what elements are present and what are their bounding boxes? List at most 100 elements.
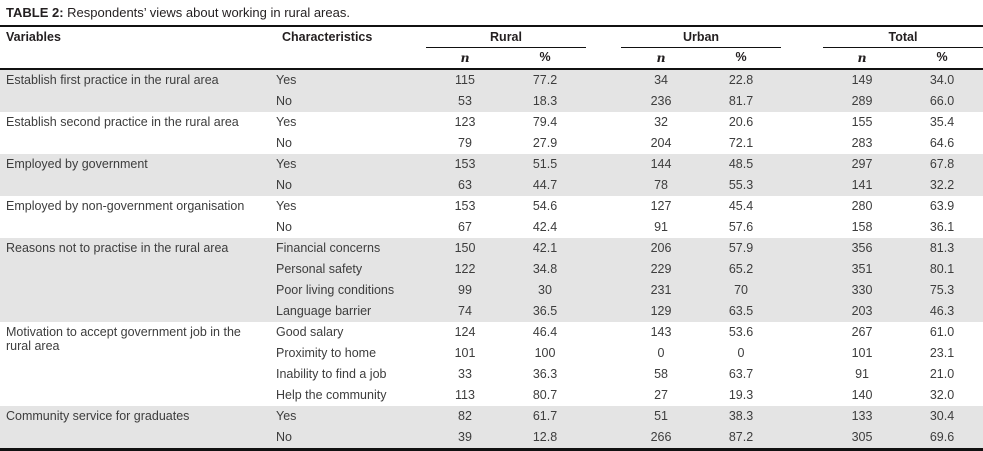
rural-n-cell: 63 (426, 174, 504, 196)
total-pct-cell: 69.6 (901, 426, 983, 450)
urban-pct-cell: 70 (701, 279, 782, 301)
spacer-cell (586, 258, 622, 280)
spacer-cell (781, 153, 824, 175)
rural-n-cell: 123 (454, 114, 476, 129)
urban-n-cell: 78 (621, 174, 702, 196)
characteristic-cell: Good salary (276, 324, 344, 339)
table-row: Community service for graduates Yes 82 6… (0, 405, 983, 450)
spacer-cell (586, 133, 621, 154)
rural-pct-cell: 34.8 (504, 258, 587, 280)
spacer-cell (586, 322, 621, 343)
characteristic-cell: Yes (276, 114, 297, 129)
subheader-rural-pct: % (504, 47, 587, 70)
rural-pct-cell: 77.2 (504, 68, 587, 91)
urban-pct-cell: 55.3 (701, 174, 782, 196)
rural-pct-cell: 54.6 (532, 198, 558, 213)
urban-n-cell: 51 (621, 405, 702, 427)
urban-pct-cell: 20.6 (728, 114, 754, 129)
table-row: Language barrier 74 36.5 129 63.5 203 46… (0, 300, 983, 322)
header-spacer (781, 25, 824, 70)
respondents-views-table: Variables Characteristics Rural Urban To… (0, 24, 983, 451)
characteristic-cell: No (276, 426, 426, 450)
total-n-cell: 289 (823, 90, 902, 112)
total-n-cell: 330 (823, 279, 902, 301)
total-n-cell: 140 (851, 387, 873, 402)
total-n-cell: 141 (823, 174, 902, 196)
characteristic-cell: Yes (276, 153, 426, 175)
urban-n-cell: 127 (650, 198, 672, 213)
total-n-cell: 91 (855, 366, 869, 381)
urban-n-cell: 91 (654, 219, 668, 234)
total-pct-cell: 67.8 (901, 153, 983, 175)
urban-n-cell: 229 (621, 258, 702, 280)
total-n-cell: 267 (851, 324, 873, 339)
column-group-urban: Urban (621, 25, 782, 48)
total-pct-cell: 35.4 (929, 114, 955, 129)
table-row: No 79 27.9 204 72.1 283 64.6 (0, 133, 983, 154)
spacer-cell (586, 217, 621, 238)
variable-cell: Establish first practice in the rural ar… (0, 68, 276, 112)
characteristic-cell: Proximity to home (276, 345, 377, 360)
table-row: Reasons not to practise in the rural are… (0, 237, 983, 322)
total-pct-cell: 32.2 (901, 174, 983, 196)
total-pct-cell: 46.3 (901, 300, 983, 322)
total-pct-cell: 34.0 (901, 68, 983, 91)
spacer-cell (781, 426, 824, 450)
header-group-row: Variables Characteristics Rural Urban To… (0, 25, 983, 70)
spacer-cell (781, 237, 824, 259)
total-n-cell: 283 (851, 135, 873, 150)
rural-pct-cell: 27.9 (532, 135, 558, 150)
urban-pct-cell: 48.5 (701, 153, 782, 175)
urban-n-cell: 58 (654, 366, 668, 381)
column-header-characteristics: Characteristics (276, 25, 426, 70)
characteristic-cell: Yes (276, 405, 426, 427)
variable-cell: Motivation to accept government job in t… (6, 324, 241, 354)
characteristic-cell: Yes (276, 198, 297, 213)
table-row: No 53 18.3 236 81.7 289 66.0 (0, 90, 983, 112)
total-n-cell: 203 (823, 300, 902, 322)
spacer-cell (781, 364, 823, 385)
spacer-cell (586, 279, 622, 301)
rural-n-cell: 101 (454, 345, 476, 360)
total-pct-cell: 81.3 (901, 237, 983, 259)
spacer-cell (781, 90, 824, 112)
rural-n-cell: 74 (426, 300, 504, 322)
characteristic-cell: Yes (276, 68, 426, 91)
characteristic-cell: Help the community (276, 387, 387, 402)
urban-pct-cell: 65.2 (701, 258, 782, 280)
total-n-cell: 158 (851, 219, 873, 234)
header-spacer (586, 25, 622, 70)
total-pct-cell: 30.4 (901, 405, 983, 427)
spacer-cell (586, 364, 621, 385)
urban-n-cell: 34 (621, 68, 702, 91)
spacer-cell (586, 90, 622, 112)
table-row: Personal safety 122 34.8 229 65.2 351 80… (0, 258, 983, 280)
rural-n-cell: 79 (458, 135, 472, 150)
urban-n-cell: 143 (650, 324, 672, 339)
table-row: Help the community 113 80.7 27 19.3 140 … (0, 385, 983, 406)
spacer-cell (781, 279, 824, 301)
urban-n-cell: 129 (621, 300, 702, 322)
urban-pct-cell: 63.5 (701, 300, 782, 322)
urban-n-cell: 206 (621, 237, 702, 259)
column-group-rural: Rural (426, 25, 587, 48)
rural-n-cell: 122 (426, 258, 504, 280)
table-row: No 63 44.7 78 55.3 141 32.2 (0, 174, 983, 196)
rural-pct-cell: 36.3 (532, 366, 558, 381)
urban-n-cell: 266 (621, 426, 702, 450)
spacer-cell (781, 217, 823, 238)
characteristic-cell: No (276, 135, 292, 150)
rural-pct-cell: 46.4 (532, 324, 558, 339)
urban-pct-cell: 38.3 (701, 405, 782, 427)
urban-n-cell: 27 (654, 387, 668, 402)
variable-cell: Employed by government (0, 153, 276, 196)
characteristic-cell: Personal safety (276, 258, 426, 280)
total-pct-cell: 61.0 (929, 324, 955, 339)
spacer-cell (586, 426, 622, 450)
urban-pct-cell: 19.3 (728, 387, 754, 402)
total-pct-cell: 21.0 (929, 366, 955, 381)
rural-pct-cell: 36.5 (504, 300, 587, 322)
spacer-cell (586, 196, 621, 217)
header-sub-row: n % n % n % (0, 47, 983, 70)
